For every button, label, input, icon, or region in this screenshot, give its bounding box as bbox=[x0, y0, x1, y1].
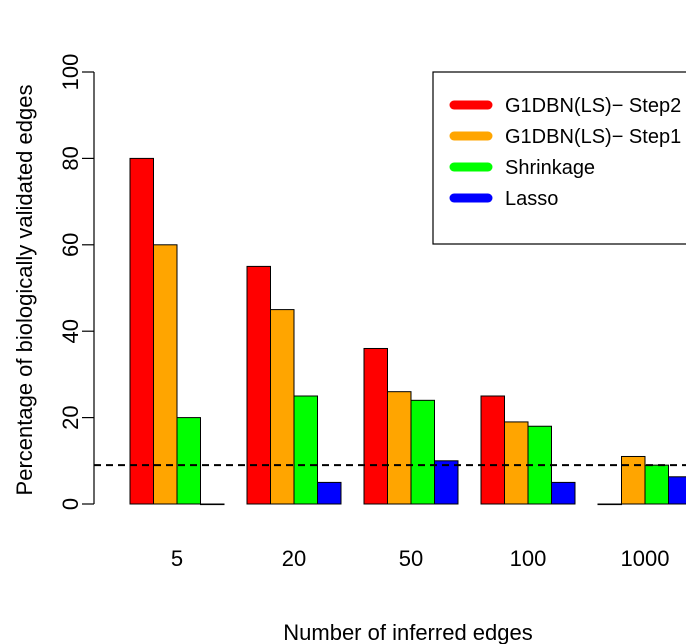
y-axis-title: Percentage of biologically validated edg… bbox=[12, 85, 37, 496]
legend-label: Lasso bbox=[505, 188, 558, 210]
bar bbox=[410, 399, 435, 505]
category-labels: 5 20 50 100 1000 bbox=[171, 546, 670, 571]
y-tick-label: 0 bbox=[58, 498, 83, 510]
legend: G1DBN(LS)− Step2 G1DBN(LS)− Step1 Shrinkag… bbox=[432, 71, 686, 245]
bar bbox=[129, 157, 154, 505]
bar bbox=[480, 395, 505, 505]
bar bbox=[387, 391, 412, 505]
bar bbox=[200, 503, 225, 506]
bar bbox=[176, 417, 201, 505]
bar bbox=[644, 464, 669, 505]
y-tick-label: 60 bbox=[58, 233, 83, 257]
y-tick-label: 20 bbox=[58, 405, 83, 429]
bars bbox=[129, 157, 686, 506]
bar bbox=[668, 476, 686, 505]
x-axis-title: Number of inferred edges bbox=[283, 620, 532, 644]
x-tick-label: 20 bbox=[282, 546, 306, 571]
bar bbox=[246, 265, 271, 505]
x-tick-label: 50 bbox=[399, 546, 423, 571]
x-tick-label: 5 bbox=[171, 546, 183, 571]
y-tick-label: 80 bbox=[58, 146, 83, 170]
x-tick-label: 1000 bbox=[621, 546, 670, 571]
legend-label: Shrinkage bbox=[505, 157, 595, 179]
bar bbox=[363, 347, 388, 505]
bar bbox=[293, 395, 318, 505]
bar bbox=[153, 244, 178, 505]
legend-label: G1DBN(LS)− Step2 bbox=[505, 95, 681, 117]
bar bbox=[504, 421, 529, 505]
legend-label: G1DBN(LS)− Step1 bbox=[505, 126, 681, 148]
bar bbox=[270, 309, 295, 505]
bar bbox=[317, 481, 342, 505]
y-tick-label: 100 bbox=[58, 54, 83, 91]
bar bbox=[434, 460, 459, 505]
bar bbox=[621, 455, 646, 505]
x-tick-label: 100 bbox=[510, 546, 547, 571]
y-tick-label: 40 bbox=[58, 319, 83, 343]
bar bbox=[597, 503, 622, 506]
y-axis: 0 20 40 60 80 100 bbox=[58, 54, 95, 510]
bar bbox=[551, 481, 576, 505]
